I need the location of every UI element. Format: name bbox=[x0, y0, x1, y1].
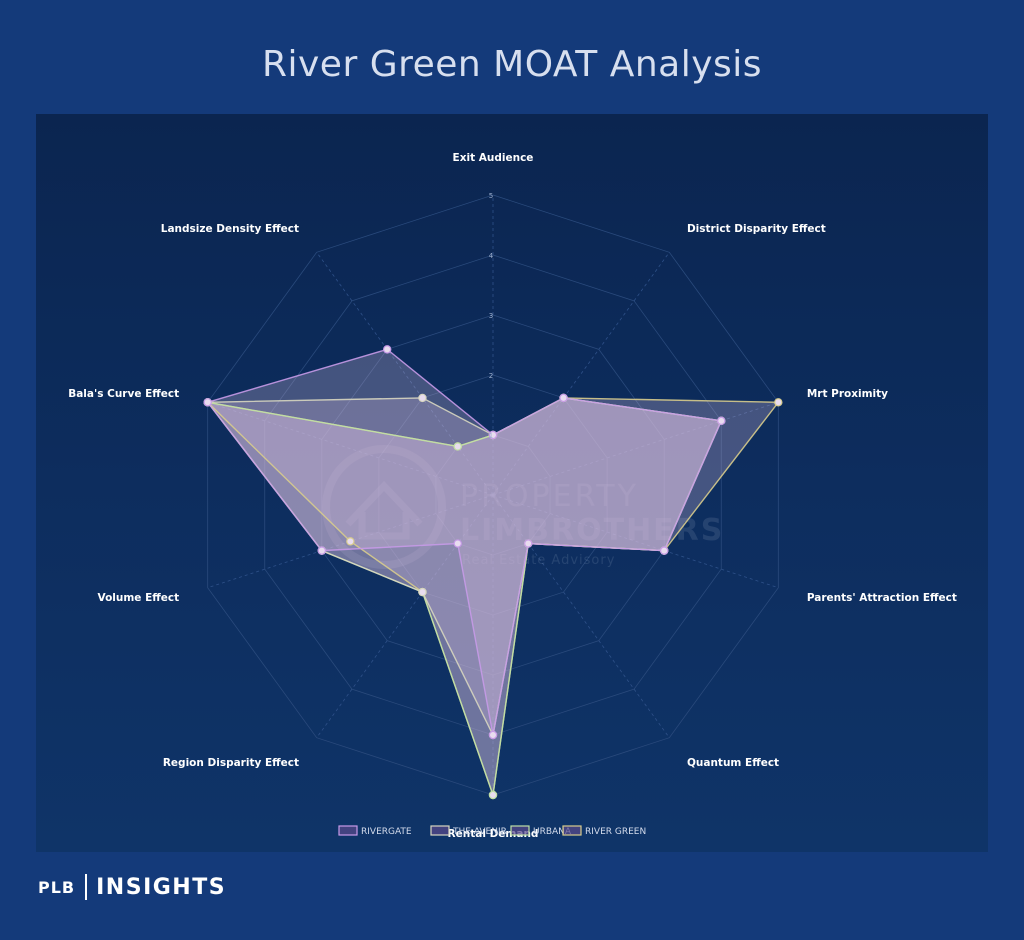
axis-label: Quantum Effect bbox=[687, 757, 779, 769]
series-fill-the-avenir bbox=[207, 397, 722, 735]
grid-spoke bbox=[492, 401, 779, 496]
data-point bbox=[488, 730, 498, 740]
brand-logo: PLB INSIGHTS bbox=[38, 872, 226, 902]
legend-swatch bbox=[430, 825, 450, 836]
axis-label: Volume Effect bbox=[98, 592, 180, 604]
data-point bbox=[453, 539, 462, 548]
axis-label: Exit Audience bbox=[453, 152, 534, 164]
data-point bbox=[382, 345, 392, 354]
series-fill-urbana bbox=[207, 397, 722, 795]
chart-panel: PROPERTY LIMBROTHERS Real Estate Advisory … bbox=[36, 114, 988, 852]
grid-spoke bbox=[492, 494, 670, 738]
data-point bbox=[488, 790, 498, 800]
grid-spoke bbox=[316, 252, 494, 496]
data-point bbox=[317, 546, 327, 555]
data-point bbox=[488, 430, 498, 440]
watermark-line-3: Real Estate Advisory bbox=[462, 553, 615, 568]
tick-labels: 1 2 3 4 5 bbox=[489, 192, 494, 440]
data-point bbox=[717, 416, 726, 426]
data-point bbox=[203, 398, 212, 407]
legend-label: URBANA bbox=[533, 827, 572, 837]
grid-spoke bbox=[492, 494, 779, 589]
data-point bbox=[418, 587, 427, 597]
grid-spoke bbox=[207, 401, 494, 496]
legend-label: THE AVENIR bbox=[452, 827, 507, 837]
legend-swatch bbox=[510, 825, 530, 836]
series-fill-rivergate bbox=[207, 349, 722, 735]
data-points bbox=[203, 345, 783, 800]
legend: RIVERGATE THE AVENIR URBANA RIVER GREEN bbox=[338, 825, 646, 837]
legend-swatch bbox=[338, 825, 358, 836]
grid-spoke bbox=[316, 494, 494, 738]
legend-label: RIVERGATE bbox=[361, 827, 412, 837]
data-point bbox=[524, 539, 533, 548]
data-point bbox=[559, 393, 568, 403]
series-fills bbox=[207, 349, 779, 795]
axis-label: Parents' Attraction Effect bbox=[807, 592, 957, 604]
legend-label: RIVER GREEN bbox=[585, 827, 646, 837]
tick-label: 1 bbox=[489, 432, 493, 440]
tick-label: 3 bbox=[489, 312, 493, 320]
grid-spoke bbox=[492, 252, 670, 496]
data-point bbox=[346, 537, 355, 546]
axis-label: Landsize Density Effect bbox=[161, 223, 299, 235]
data-point bbox=[418, 393, 427, 403]
axis-label: Bala's Curve Effect bbox=[68, 388, 179, 400]
brand-divider bbox=[85, 874, 88, 900]
axis-label: Region Disparity Effect bbox=[163, 757, 299, 769]
axis-label: Mrt Proximity bbox=[807, 388, 888, 400]
tick-label: 2 bbox=[489, 372, 493, 380]
legend-swatch bbox=[562, 825, 582, 836]
axis-label: District Disparity Effect bbox=[687, 223, 826, 235]
watermark-house-icon bbox=[345, 480, 423, 540]
page-title: River Green MOAT Analysis bbox=[261, 44, 763, 85]
series-fill-river-green bbox=[207, 397, 779, 795]
data-point bbox=[659, 546, 669, 555]
tick-label: 4 bbox=[489, 252, 494, 260]
watermark-line-1: PROPERTY bbox=[460, 479, 639, 514]
tick-label: 5 bbox=[489, 192, 493, 200]
brand-plb: PLB bbox=[38, 877, 76, 897]
data-point bbox=[774, 398, 783, 407]
brand-insights: INSIGHTS bbox=[96, 874, 227, 900]
data-point bbox=[453, 442, 462, 451]
